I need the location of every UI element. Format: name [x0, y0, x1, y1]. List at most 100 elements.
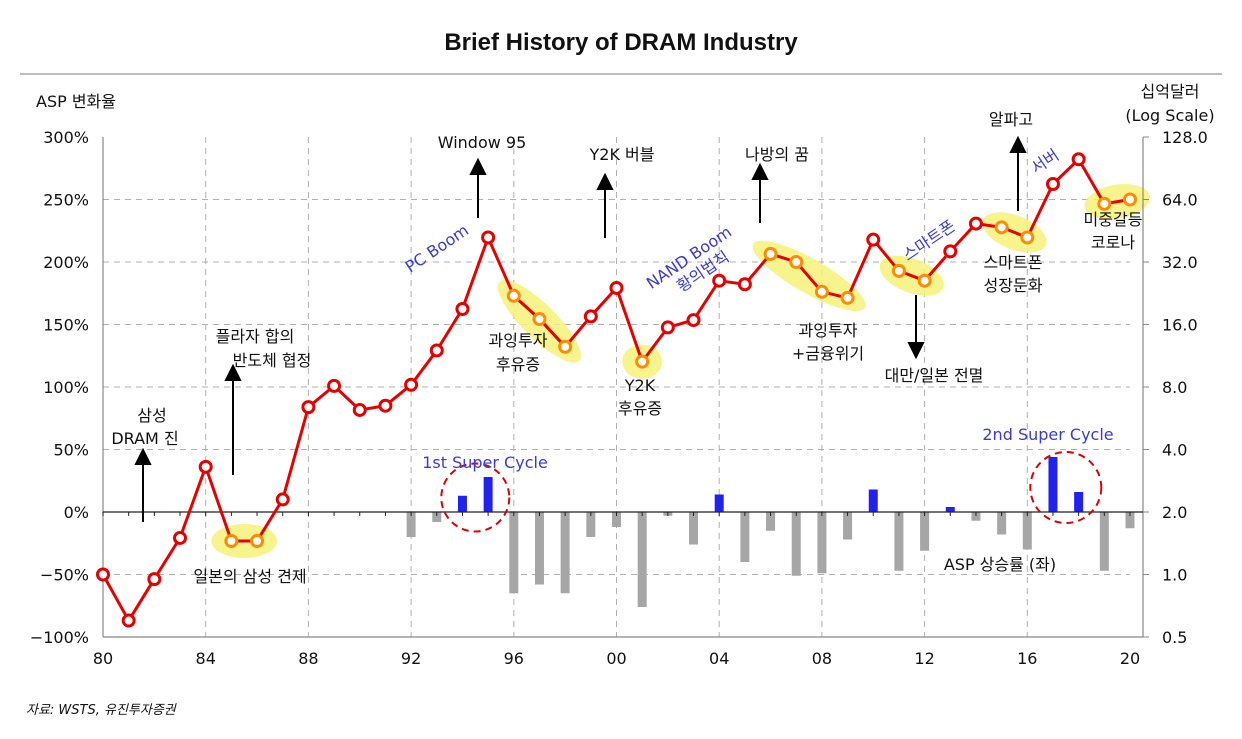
market-size-point	[224, 533, 239, 548]
asp-bar	[1022, 512, 1032, 550]
asp-bar	[1074, 492, 1084, 512]
asp-bar	[740, 512, 750, 562]
arrow-head-alphago	[1009, 135, 1027, 153]
market-size-point	[121, 613, 136, 628]
x-tick-label: 00	[606, 649, 626, 668]
market-size-point	[814, 284, 829, 299]
right-tick-label: 32.0	[1162, 253, 1198, 272]
x-tick-label: 84	[196, 649, 216, 668]
market-size-point	[1097, 196, 1112, 211]
asp-bar	[894, 512, 904, 571]
label-samsung-dram-2: DRAM 진	[111, 429, 178, 448]
asp-bar	[997, 512, 1007, 535]
super-cycle-layer	[440, 451, 1103, 533]
market-size-point	[198, 459, 213, 474]
market-size-point	[96, 567, 110, 582]
market-size-point	[1020, 230, 1035, 245]
asp-bar	[457, 495, 467, 512]
asp-bar	[1048, 457, 1058, 512]
right-axis-label-line1: 십억달러	[1141, 82, 1200, 101]
label-samsung-dram-1: 삼성	[137, 406, 166, 425]
label-y2k-after-2: 후유증	[618, 399, 662, 418]
super-cycle-circle	[440, 462, 511, 533]
x-tick-label: 80	[93, 649, 113, 668]
market-size-point	[429, 343, 444, 358]
market-size-point	[789, 255, 804, 269]
x-tick-label: 88	[298, 649, 318, 668]
market-size-point	[763, 246, 778, 261]
market-size-point	[506, 288, 521, 303]
right-tick-label: 64.0	[1162, 191, 1198, 210]
label-overinvest2-2: +금융위기	[792, 344, 864, 363]
source-note: 자료: WSTS, 유진투자증권	[26, 703, 178, 718]
x-tick-label: 12	[914, 649, 934, 668]
label-uschina-2: 코로나	[1091, 233, 1135, 252]
left-tick-label: 100%	[43, 378, 89, 397]
market-size-point	[173, 530, 188, 545]
axis-layer: 300%250%200%150%100%50%0%−50%−100%128.06…	[30, 128, 1208, 668]
label-overinvest1-1: 과잉투자	[489, 331, 548, 350]
label-plaza-2: 반도체 협정	[233, 351, 312, 370]
market-size-point	[327, 378, 342, 393]
right-tick-label: 8.0	[1162, 378, 1187, 397]
asp-bar	[406, 512, 416, 537]
arrow-head-y2k	[596, 172, 614, 190]
market-size-point	[147, 572, 162, 587]
x-tick-label: 92	[401, 649, 421, 668]
market-size-point	[404, 377, 419, 392]
label-window95: Window 95	[438, 133, 527, 152]
market-size-point	[378, 398, 393, 413]
label-overinvest1-2: 후유증	[496, 355, 540, 374]
label-sp-slowdown-2: 성장둔화	[984, 276, 1043, 295]
left-axis-label: ASP 변화율	[36, 92, 116, 111]
market-size-point	[660, 320, 675, 335]
x-tick-label: 16	[1017, 649, 1037, 668]
label-y2k-bubble: Y2K 버블	[589, 145, 655, 164]
asp-bar	[920, 512, 930, 551]
market-size-point	[943, 244, 958, 259]
label-pc-boom: PC Boom	[402, 220, 472, 276]
arrow-head-taiwan-japan	[907, 342, 925, 360]
asp-bar	[689, 512, 699, 545]
market-size-point	[994, 220, 1009, 235]
asp-bar	[843, 512, 853, 540]
market-size-point	[583, 309, 598, 324]
label-second-super-cycle: 2nd Super Cycle	[982, 425, 1113, 444]
right-tick-label: 0.5	[1162, 628, 1187, 647]
label-overinvest2-1: 과잉투자	[799, 321, 858, 340]
market-size-point	[737, 277, 752, 292]
annotation-arrows	[134, 135, 1027, 522]
label-japan-check: 일본의 삼성 견제	[193, 567, 306, 586]
market-size-point	[840, 290, 855, 305]
arrow-head-plaza	[224, 363, 242, 381]
label-taiwan-japan: 대만/일본 전멸	[885, 366, 984, 385]
label-first-super-cycle: 1st Super Cycle	[422, 453, 548, 472]
market-size-point	[1045, 177, 1060, 192]
left-tick-label: 200%	[43, 253, 89, 272]
super-cycle-circle	[1029, 451, 1103, 524]
right-tick-label: 1.0	[1162, 566, 1187, 585]
market-size-point	[352, 402, 367, 417]
market-size-point	[275, 492, 290, 507]
x-tick-label: 96	[504, 649, 524, 668]
asp-bar	[483, 477, 493, 512]
highlight-layer	[211, 184, 1150, 558]
market-size-point	[301, 400, 316, 415]
market-size-point	[635, 354, 650, 369]
arrow-head-samsung-dram	[134, 447, 152, 465]
market-size-point	[1123, 192, 1137, 207]
label-butterfly: 나방의 꿈	[745, 145, 809, 164]
market-size-point	[481, 230, 496, 245]
asp-bar	[945, 507, 955, 512]
label-sp-slowdown-1: 스마트폰	[984, 253, 1043, 272]
right-tick-label: 4.0	[1162, 441, 1187, 460]
right-tick-label: 128.0	[1162, 128, 1208, 147]
left-tick-label: −100%	[30, 628, 89, 647]
market-size-point	[968, 216, 983, 231]
arrow-head-butterfly	[751, 162, 769, 180]
label-uschina-1: 미중갈등	[1084, 210, 1143, 229]
right-tick-label: 16.0	[1162, 316, 1198, 335]
asp-bar	[612, 512, 621, 527]
label-y2k-after-1: Y2K	[624, 376, 656, 395]
